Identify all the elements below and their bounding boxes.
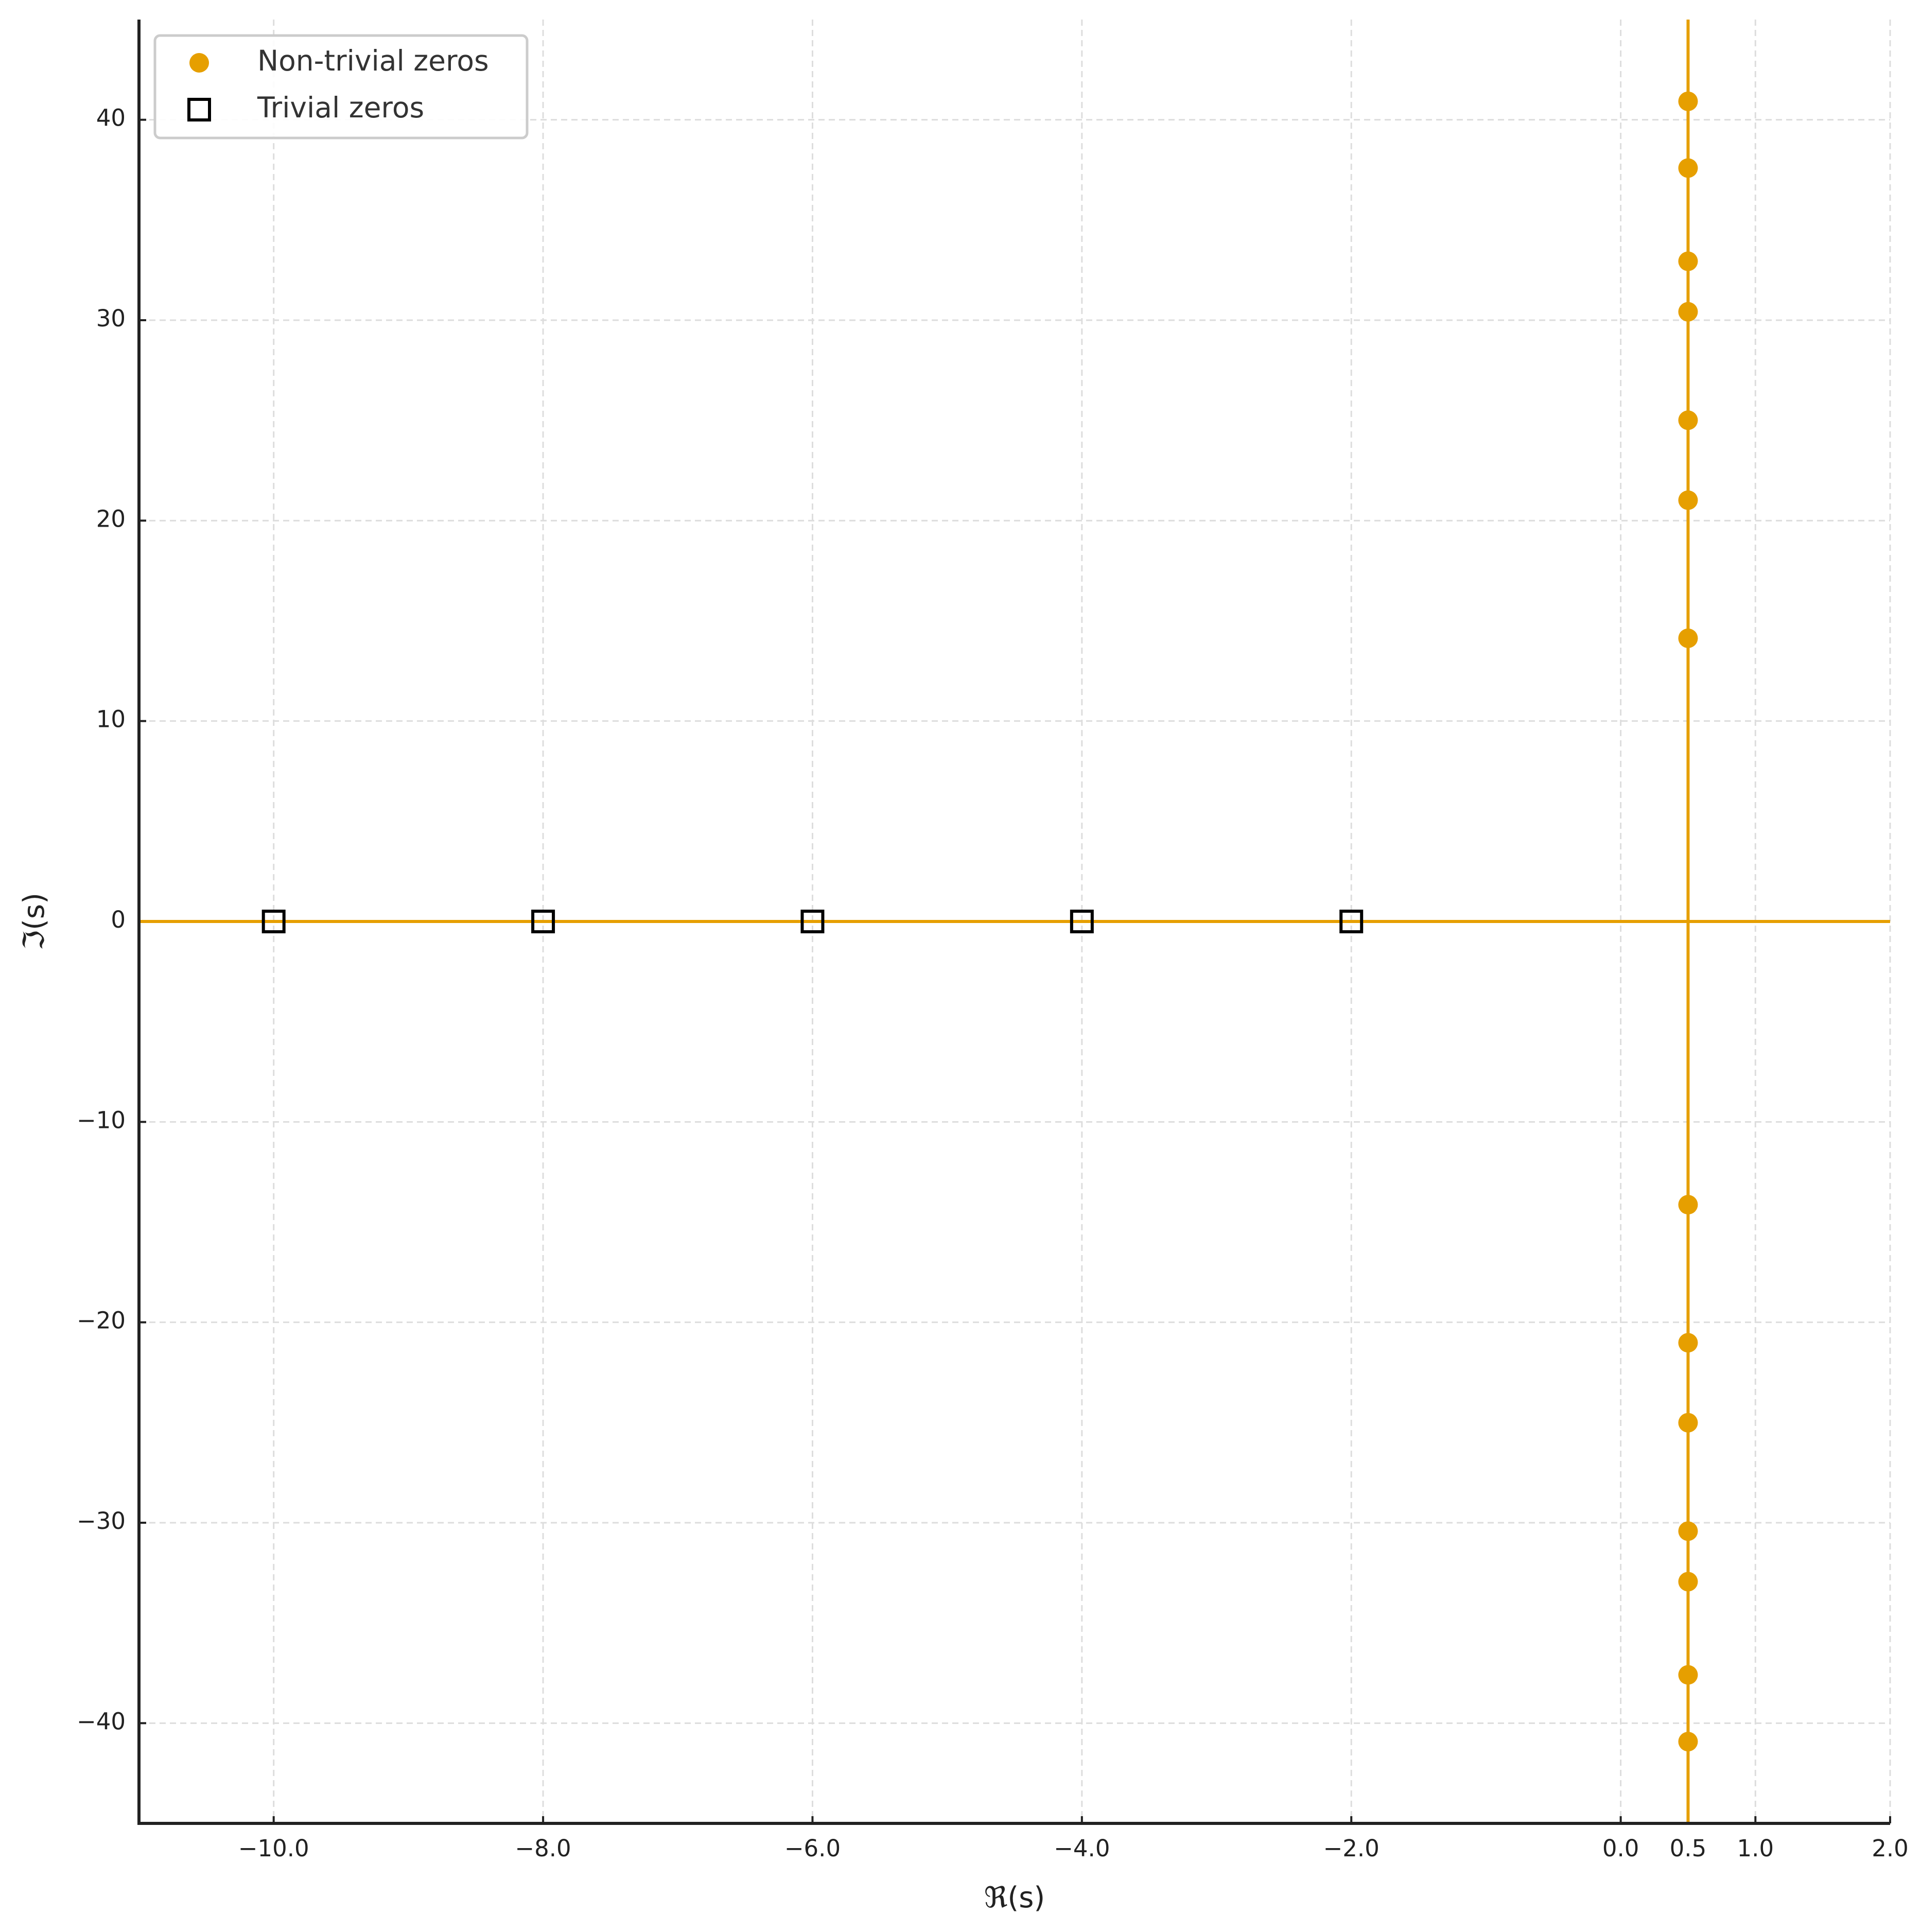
x-tick-label: 2.0 [1872,1835,1909,1862]
legend-marker [187,98,211,121]
data-point [1678,1572,1698,1592]
data-point [1678,1413,1698,1433]
x-tick-label: 0.0 [1602,1835,1639,1862]
x-tick-label: −4.0 [1054,1835,1110,1862]
data-point [800,910,825,933]
x-tick-label: −2.0 [1323,1835,1379,1862]
data-point [1678,251,1698,271]
data-point [1678,628,1698,648]
y-tick-label: 10 [96,706,126,733]
y-tick-label: −20 [77,1307,126,1334]
y-tick-label: 0 [111,906,126,933]
legend-label: Trivial zeros [257,91,424,124]
x-tick-label: 1.0 [1737,1835,1774,1862]
data-point [1678,302,1698,322]
y-tick-label: 20 [96,505,126,532]
data-point [1678,158,1698,178]
data-point [1678,490,1698,510]
legend-box [153,34,529,140]
data-point [531,910,555,933]
data-point [1678,1732,1698,1752]
y-tick-label: −10 [77,1106,126,1134]
x-tick-label: −6.0 [784,1835,841,1862]
y-axis-label: ℑ(s) [18,893,51,950]
data-point [261,910,286,933]
y-tick-label: 30 [96,305,126,332]
data-point [1678,410,1698,430]
data-point [1678,1333,1698,1353]
data-point [1070,910,1094,933]
y-tick-label: 40 [96,105,126,132]
x-tick-label: −8.0 [515,1835,571,1862]
x-axis-label: ℜ(s) [984,1881,1045,1914]
data-point [1678,1521,1698,1541]
legend-marker [189,53,209,73]
data-point [1678,1195,1698,1215]
data-point [1678,1665,1698,1685]
x-tick-label: 0.5 [1670,1835,1707,1862]
y-tick-label: −30 [77,1507,126,1535]
y-tick-label: −40 [77,1708,126,1735]
data-point [1678,91,1698,111]
legend-label: Non-trivial zeros [257,44,489,77]
data-point [1339,910,1364,933]
x-tick-label: −10.0 [238,1835,309,1862]
